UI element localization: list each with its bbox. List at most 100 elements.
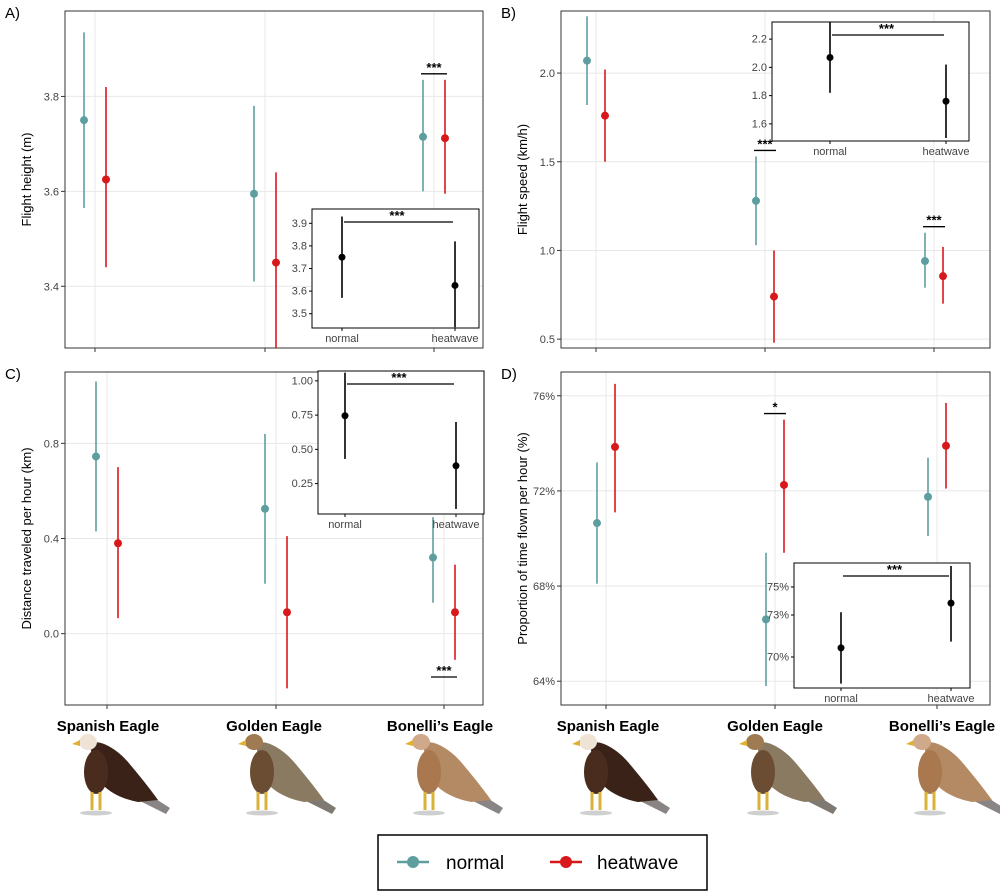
point-normal <box>752 196 760 205</box>
y-tick-label: 3.8 <box>44 91 59 103</box>
inset-point <box>837 644 845 652</box>
inset-point <box>826 53 834 61</box>
panel-label: D) <box>501 366 517 383</box>
y-tick-label: 2.0 <box>540 68 555 80</box>
point-normal <box>80 116 88 125</box>
y-axis-label: Proportion of time flown per hour (%) <box>515 432 530 644</box>
eagle-shadow <box>747 810 779 816</box>
inset-frame <box>317 370 485 515</box>
point-normal <box>921 257 929 266</box>
chart-panel-b: 0.51.01.52.0B)Flight speed (km/h) ******1… <box>501 5 991 352</box>
point-heatwave <box>780 480 788 489</box>
inset-y-tick-label: 3.5 <box>292 308 307 320</box>
chart-panel-d: 64% 68% 72% 76% D) Proportion of time flown p… <box>501 366 991 709</box>
inset-x-tick-label: normal <box>328 519 362 531</box>
eagle-illustration <box>72 734 170 816</box>
chart-panels: 3.4 3.6 3.8 A) Flight height (m) *** 3.5 3.6 3.7… <box>5 5 991 709</box>
significance-label: *** <box>757 136 773 151</box>
eagle-wing <box>256 742 324 802</box>
y-axis-label: Distance traveled per hour (km) <box>19 447 34 629</box>
inset-point <box>338 253 346 261</box>
inset-x-tick-label: heatwave <box>927 693 974 705</box>
plot-frame <box>560 371 991 706</box>
y-axis-label: Flight speed (km/h) <box>515 124 530 235</box>
inset-y-tick-label: 0.50 <box>292 444 313 456</box>
inset-y-tick-label: 0.75 <box>292 410 313 422</box>
inset-x-tick-label: normal <box>824 693 858 705</box>
point-normal <box>419 132 427 141</box>
significance-label: *** <box>436 663 452 678</box>
point-heatwave <box>451 608 459 617</box>
eagle-head <box>79 734 97 750</box>
eagle-shadow <box>413 810 445 816</box>
inset-y-tick-label: 3.7 <box>292 263 307 275</box>
species-label: Spanish Eagle <box>57 718 160 735</box>
point-normal <box>261 504 269 513</box>
eagle-shadow <box>80 810 112 816</box>
y-tick-label: 72% <box>533 486 555 498</box>
eagle-head <box>412 734 430 750</box>
chart-panel-c: 0.0 0.4 0.8 C) Distance traveled per hour (k… <box>5 366 485 709</box>
y-tick-label: 1.5 <box>540 157 555 169</box>
eagle-head <box>913 734 931 750</box>
inset-point <box>452 462 460 470</box>
eagle-beak <box>238 740 246 746</box>
panel-label: A) <box>5 5 20 22</box>
point-heatwave <box>939 272 947 281</box>
point-heatwave <box>601 111 609 120</box>
inset-point <box>451 281 459 289</box>
eagle-body <box>751 750 775 794</box>
eagle-wing <box>590 742 658 802</box>
panel-label: B) <box>501 5 516 22</box>
inset-y-tick-label: 0.25 <box>292 478 313 490</box>
significance-label: *** <box>926 213 942 228</box>
inset-y-tick-label: 1.8 <box>752 90 767 102</box>
inset-y-tick-label: 2.2 <box>752 34 767 46</box>
inset-frame <box>793 562 971 689</box>
eagle-wing <box>423 742 491 802</box>
point-normal <box>762 615 770 624</box>
inset-x-tick-label: heatwave <box>431 333 478 345</box>
point-normal <box>250 189 258 198</box>
eagle-wing <box>757 742 825 802</box>
point-normal <box>92 452 100 461</box>
eagle-illustration <box>405 734 503 816</box>
inset-chart: 1.6 1.8 2.0 2.2 normal heatwave *** <box>752 21 970 158</box>
species-label: Bonelli’s Eagle <box>387 718 493 735</box>
eagle-head <box>579 734 597 750</box>
inset-y-tick-label: 3.9 <box>292 218 307 230</box>
point-normal <box>583 56 591 65</box>
point-normal <box>924 492 932 501</box>
inset-significance-label: *** <box>389 208 405 223</box>
inset-significance-label: *** <box>879 21 895 36</box>
eagle-illustrations <box>72 734 1000 816</box>
species-label: Golden Eagle <box>226 718 322 735</box>
inset-y-tick-label: 70% <box>767 652 789 664</box>
inset-significance-label: *** <box>887 562 903 577</box>
species-label: Golden Eagle <box>727 718 823 735</box>
eagle-shadow <box>580 810 612 816</box>
plot-frame <box>560 10 991 349</box>
inset-y-tick-label: 75% <box>767 582 789 594</box>
legend-normal-label: normal <box>446 853 504 874</box>
eagle-body <box>417 750 441 794</box>
eagle-body <box>584 750 608 794</box>
y-tick-label: 68% <box>533 581 555 593</box>
significance-label: *** <box>426 60 442 75</box>
y-tick-label: 3.6 <box>44 186 59 198</box>
plot-frame <box>64 371 484 706</box>
eagle-beak <box>72 740 80 746</box>
eagle-beak <box>906 740 914 746</box>
eagle-head <box>245 734 263 750</box>
inset-y-tick-label: 73% <box>767 610 789 622</box>
inset-y-tick-label: 1.00 <box>292 375 313 387</box>
inset-y-tick-label: 2.0 <box>752 62 767 74</box>
inset-y-tick-label: 1.6 <box>752 118 767 130</box>
significance-label: * <box>772 400 778 415</box>
inset-chart: 0.25 0.50 0.75 1.00 normal heatwave *** <box>292 370 485 531</box>
point-normal <box>429 553 437 562</box>
inset-point <box>341 412 349 420</box>
species-labels: Spanish Eagle Golden Eagle Bonelli’s Eagle… <box>57 718 995 735</box>
point-heatwave <box>441 134 449 143</box>
